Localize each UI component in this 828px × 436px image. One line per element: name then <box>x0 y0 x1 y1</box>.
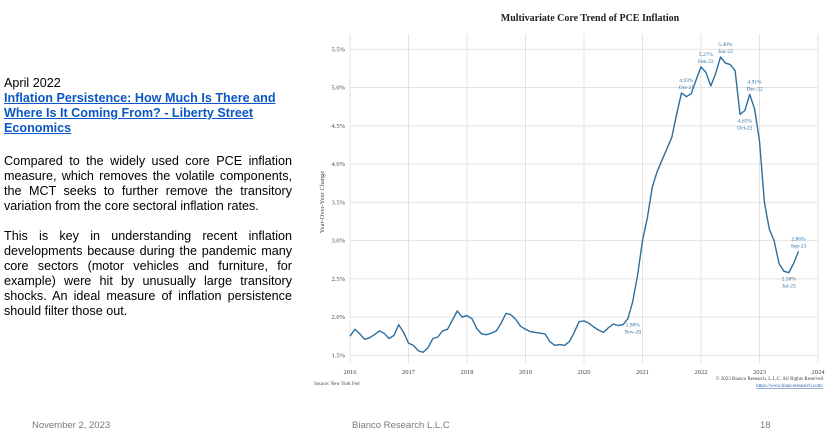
annotation-value: 5.40% <box>718 42 733 48</box>
tick-label-layer: 1.5% 2.0% 2.5% 3.0% 3.5% 4.0% 4.5% 5.0% 5.5% 2016… <box>331 46 825 376</box>
x-tick-label: 2023 <box>753 369 766 376</box>
annotation-value: 5.27% <box>699 52 714 58</box>
grid-layer <box>349 34 819 363</box>
paragraph-2: This is key in understanding recent infl… <box>4 229 292 318</box>
x-tick-label: 2021 <box>636 369 649 376</box>
annotation-date: Jun-22 <box>718 49 733 55</box>
source-note: Source: New York Fed <box>314 382 360 387</box>
series-layer <box>349 56 800 353</box>
x-tick-label: 2017 <box>402 369 416 376</box>
series-line-mct <box>349 56 800 353</box>
annotation-date: Oct-22 <box>737 125 753 131</box>
x-tick-label: 2022 <box>695 369 708 376</box>
annotation-date: Feb-22 <box>698 59 714 65</box>
report-date: April 2022 <box>4 76 61 90</box>
annotation-value: 2.58% <box>782 277 797 283</box>
y-axis-label: Year-Over-Year Change <box>319 171 326 234</box>
y-tick-label: 4.5% <box>331 123 345 130</box>
commentary-panel: April 2022 Inflation Persistence: How Mu… <box>4 76 292 334</box>
annotation-value: 2.86% <box>791 236 806 242</box>
annotation-value: 4.91% <box>748 79 763 85</box>
annotation-value: 4.93% <box>679 78 694 84</box>
annotation-date: Dec-22 <box>747 86 763 92</box>
mct-chart: Multivariate Core Trend of PCE Inflation… <box>314 13 825 389</box>
copyright-note: © 2023 Bianco Research, L.L.C. All Right… <box>716 376 824 382</box>
x-tick-label: 2019 <box>519 369 532 376</box>
annotation-date: Oct-21 <box>679 85 695 91</box>
x-tick-label: 2024 <box>812 369 826 376</box>
y-tick-label: 2.5% <box>331 276 345 283</box>
x-tick-label: 2018 <box>461 369 474 376</box>
footer-company: Bianco Research L.L.C <box>352 420 450 431</box>
article-link[interactable]: Inflation Persistence: How Much Is There… <box>4 91 276 135</box>
annotation-value: 1.98% <box>626 323 641 329</box>
chart-container: Multivariate Core Trend of PCE Inflation… <box>308 6 828 396</box>
y-tick-label: 1.5% <box>331 352 345 359</box>
y-tick-label: 2.0% <box>331 314 345 321</box>
copyright-link[interactable]: https://www.biancoresearch.com/ <box>756 384 823 389</box>
y-tick-label: 3.0% <box>331 238 345 245</box>
annotation-layer: 4.93%Oct-21 5.27%Feb-22 5.40%Jun-22 4.65%Oc… <box>624 42 806 336</box>
x-tick-label: 2020 <box>578 369 591 376</box>
paragraph-1: Compared to the widely used core PCE inf… <box>4 154 292 213</box>
chart-title: Multivariate Core Trend of PCE Inflation <box>501 13 680 24</box>
annotation-date: Jul-23 <box>782 284 796 290</box>
y-tick-label: 4.0% <box>331 161 345 168</box>
y-tick-label: 5.5% <box>331 46 345 53</box>
annotation-value: 4.65% <box>738 118 753 124</box>
footer-page-number: 18 <box>760 420 771 431</box>
annotation-date: Sep-23 <box>791 243 807 249</box>
x-tick-label: 2016 <box>344 369 358 376</box>
annotation-date: Nov-20 <box>624 330 641 336</box>
y-tick-label: 5.0% <box>331 85 345 92</box>
footer-date: November 2, 2023 <box>32 420 111 431</box>
y-tick-label: 3.5% <box>331 199 345 206</box>
